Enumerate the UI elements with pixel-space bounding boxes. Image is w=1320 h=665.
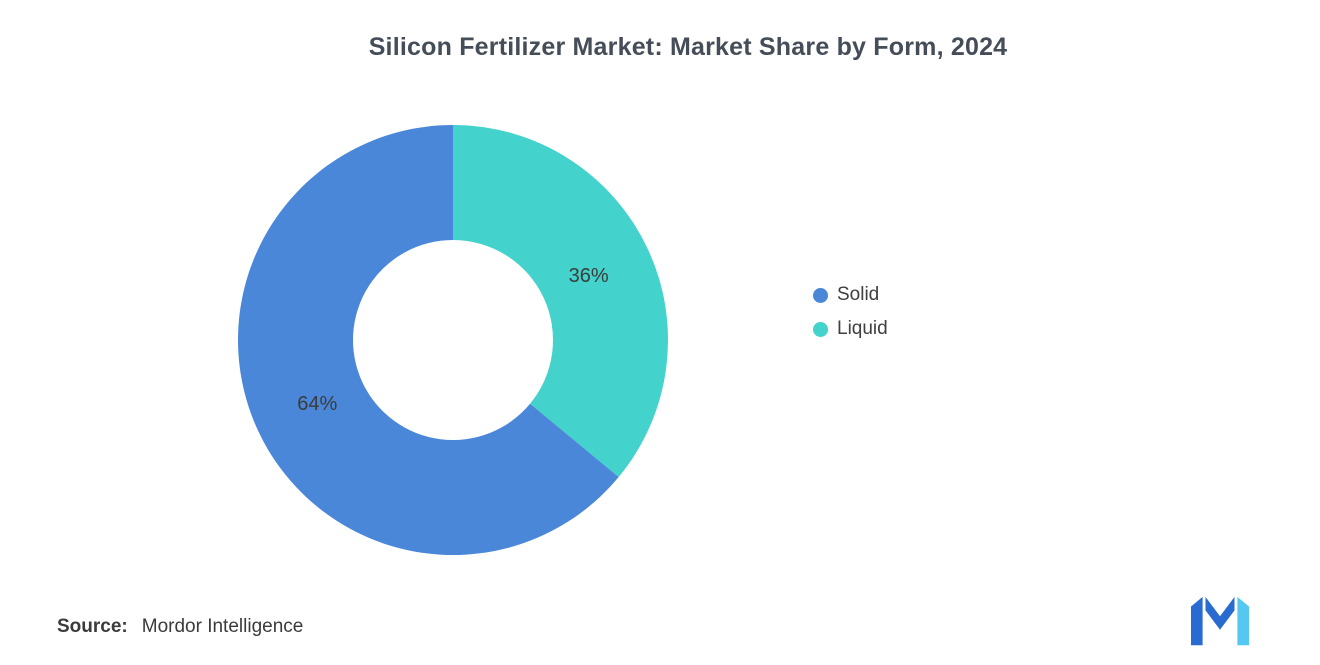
slice-value-label: 64% [297, 393, 337, 415]
legend-dot-solid [813, 287, 828, 303]
donut-chart: 36% 64% [238, 125, 669, 556]
logo-right-bar [1237, 596, 1249, 646]
chart-title: Silicon Fertilizer Market: Market Share … [368, 33, 1008, 61]
legend-item-solid[interactable]: Solid [813, 284, 888, 306]
chart-legend: Solid Liquid [813, 284, 888, 352]
logo-middle-v [1205, 596, 1235, 630]
source-value: Mordor Intelligence [141, 616, 304, 637]
legend-dot-liquid [813, 321, 828, 337]
logo-left-bar [1191, 596, 1203, 646]
legend-label-solid: Solid [837, 284, 880, 305]
legend-item-liquid[interactable]: Liquid [813, 318, 888, 340]
slice-value-label: 36% [569, 265, 609, 287]
legend-label-liquid: Liquid [837, 318, 888, 339]
mordor-intelligence-logo [1191, 596, 1249, 646]
source-label: Source: [57, 616, 128, 637]
source-line: Source: Mordor Intelligence [57, 616, 303, 638]
slice-liquid[interactable] [453, 125, 669, 478]
slice-solid[interactable] [238, 125, 619, 556]
